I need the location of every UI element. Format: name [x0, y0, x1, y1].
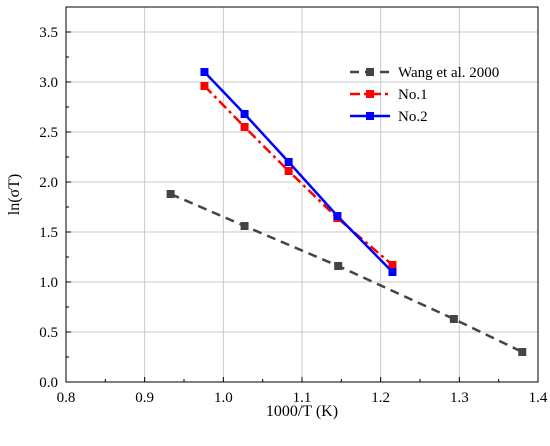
x-tick-label: 1.2: [371, 390, 390, 406]
data-point: [200, 68, 209, 76]
x-tick-label: 1.1: [293, 390, 312, 406]
legend-marker: [366, 68, 374, 76]
y-tick-label: 0.5: [39, 325, 58, 341]
series-line: [203, 71, 394, 273]
data-point: [284, 158, 293, 166]
legend-marker: [366, 112, 374, 120]
legend-marker: [366, 90, 374, 98]
data-point: [240, 110, 249, 118]
data-point: [388, 261, 397, 269]
series-2: [200, 68, 397, 276]
legend-label: Wang et al. 2000: [398, 65, 499, 81]
series-0: [166, 190, 527, 356]
legend-label: No.2: [398, 109, 428, 125]
data-point: [284, 167, 293, 175]
y-axis-title: ln(σT): [6, 174, 23, 216]
legend-item: No.1: [350, 87, 428, 103]
data-point: [449, 315, 458, 323]
legend-item: No.2: [350, 109, 428, 125]
legend: Wang et al. 2000 No.1 No.2: [350, 65, 499, 125]
x-tick-label: 0.9: [135, 390, 154, 406]
data-point: [240, 222, 249, 230]
data-point: [200, 82, 209, 90]
x-axis-title: 1000/T (K): [266, 403, 338, 420]
data-point: [240, 123, 249, 131]
y-tick-label: 0.0: [39, 375, 58, 391]
legend-item: Wang et al. 2000: [350, 65, 499, 81]
x-tick-label: 1.4: [529, 390, 548, 406]
series-1: [200, 82, 397, 269]
y-tick-label: 2.5: [39, 125, 58, 141]
series-line: [203, 85, 394, 266]
tick-labels: 0.8 0.9 1.0 1.1 1.2 1.3 1.4 0.0 0.5 1.0 1.5 2.0 2.5 3…: [39, 25, 548, 406]
y-tick-label: 3.5: [39, 25, 58, 41]
ticks: [65, 6, 539, 383]
y-tick-label: 3.0: [39, 75, 58, 91]
y-tick-label: 2.0: [39, 175, 58, 191]
data-point: [333, 212, 342, 220]
y-tick-label: 1.5: [39, 225, 58, 241]
data-point: [388, 268, 397, 276]
data-point: [518, 348, 527, 356]
data-point: [166, 190, 175, 198]
x-tick-label: 1.0: [214, 390, 233, 406]
grid: [66, 7, 538, 382]
legend-label: No.1: [398, 87, 428, 103]
data-point: [334, 262, 343, 270]
y-tick-label: 1.0: [39, 275, 58, 291]
x-tick-label: 1.3: [450, 390, 469, 406]
x-tick-label: 0.8: [57, 390, 76, 406]
series-layer: [166, 68, 527, 356]
